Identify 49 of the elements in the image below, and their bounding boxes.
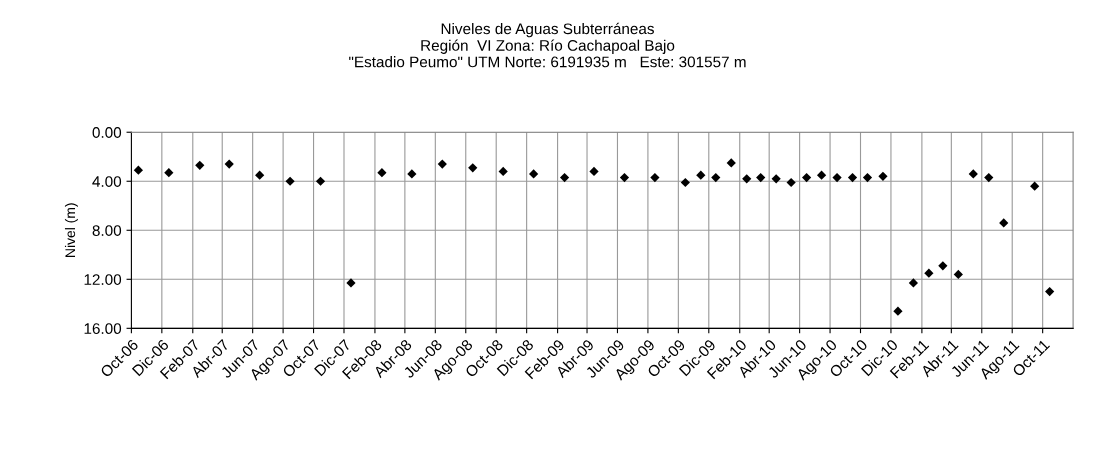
point <box>968 169 978 179</box>
point <box>619 172 630 183</box>
y-tick-label: 0.00 <box>92 127 122 138</box>
point <box>696 170 706 180</box>
point <box>255 170 265 180</box>
point <box>529 169 539 179</box>
point <box>650 172 660 183</box>
y-tick-label: 4.00 <box>92 176 122 187</box>
point <box>924 268 934 278</box>
point <box>999 218 1009 228</box>
point <box>742 174 752 184</box>
point <box>938 261 948 271</box>
point <box>832 172 842 183</box>
point <box>756 172 766 183</box>
y-axis-title: Nivel (m) <box>64 203 78 257</box>
point <box>346 278 356 288</box>
point <box>315 176 326 186</box>
point <box>786 177 796 188</box>
point <box>407 169 417 179</box>
point <box>893 306 903 316</box>
point <box>847 172 858 183</box>
y-tick-label: 8.00 <box>92 225 122 236</box>
y-tick-label: 12.00 <box>84 274 122 285</box>
point <box>802 172 812 183</box>
point <box>224 159 234 169</box>
point <box>437 159 447 169</box>
point <box>285 176 295 186</box>
y-tick-label: 16.00 <box>84 323 122 335</box>
point <box>164 168 174 178</box>
point <box>771 174 781 184</box>
point <box>680 177 690 188</box>
point <box>816 170 827 180</box>
point <box>726 158 736 168</box>
point <box>878 171 888 181</box>
point <box>711 172 721 183</box>
point <box>1030 181 1040 191</box>
point <box>1045 286 1055 297</box>
point <box>984 172 994 183</box>
point <box>377 168 387 178</box>
point <box>862 172 873 183</box>
point <box>589 166 599 177</box>
point <box>468 163 478 173</box>
point <box>498 166 508 177</box>
point <box>953 269 963 280</box>
point <box>133 165 143 175</box>
point <box>908 278 919 288</box>
point <box>195 160 205 170</box>
chart-title: Niveles de Aguas Subterráneas Región VI Zona: Río Cachapoal Bajo "Estadio Peumo" UTM Norte: 6191935 m Este: 301557 m <box>349 22 746 68</box>
point <box>559 172 570 183</box>
